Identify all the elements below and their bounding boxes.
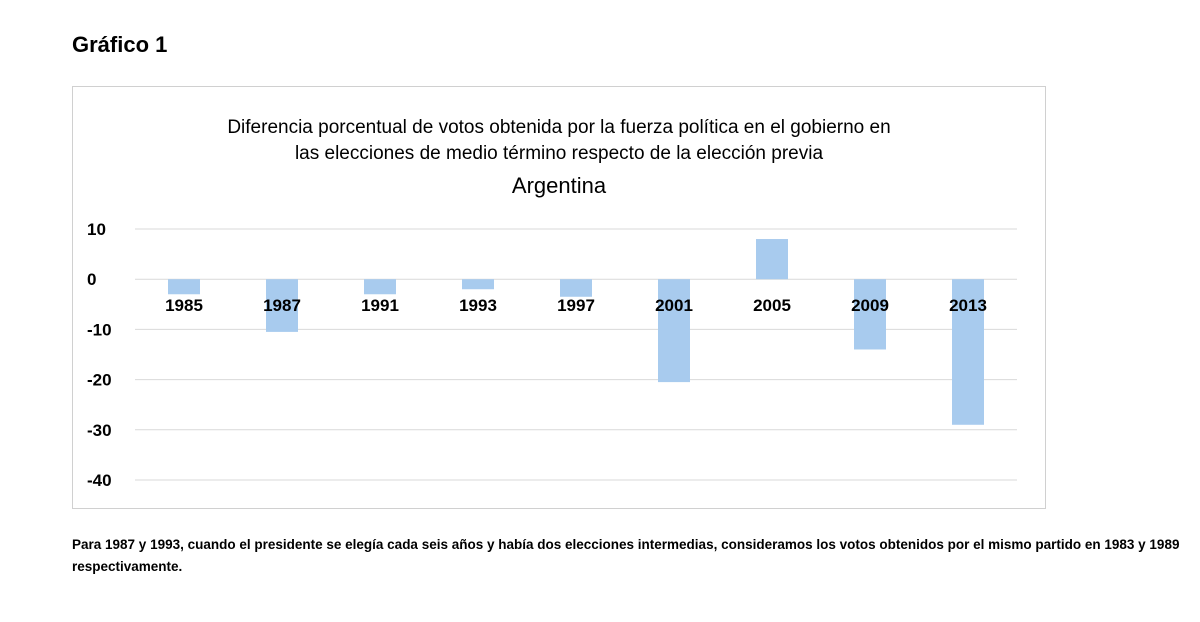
x-category-label: 1987 [263, 296, 301, 315]
bar-2013 [952, 279, 984, 425]
x-category-label: 1993 [459, 296, 497, 315]
gridlines [135, 228, 1017, 481]
y-tick-label: 10 [87, 220, 106, 239]
bar-2009 [854, 279, 886, 350]
bar-1987 [266, 279, 298, 332]
bar-2001 [658, 279, 690, 383]
chart-title-line-2: las elecciones de medio término respecto… [295, 143, 823, 164]
x-axis-categories: 1985 1987 1991 1993 1997 2001 2005 2009 2013 [165, 296, 987, 315]
x-category-label: 1985 [165, 296, 203, 315]
bar-2005 [756, 239, 788, 280]
x-category-label: 2001 [655, 296, 693, 315]
bar-chart: Diferencia porcentual de votos obtenida … [87, 117, 1017, 490]
y-tick-label: 0 [87, 270, 96, 289]
y-axis-ticks: 10 0 -10 -20 -30 -40 [87, 220, 112, 490]
x-category-label: 1991 [361, 296, 399, 315]
x-category-label: 2009 [851, 296, 889, 315]
y-tick-label: -30 [87, 421, 112, 440]
bar-1993 [462, 279, 494, 290]
bar-1997 [560, 279, 592, 297]
x-category-label: 1997 [557, 296, 595, 315]
figure-label: Gráfico 1 [72, 32, 168, 57]
chart-subtitle: Argentina [512, 173, 607, 198]
y-tick-label: -40 [87, 471, 112, 490]
chart-title-line-1: Diferencia porcentual de votos obtenida … [227, 117, 890, 138]
y-tick-label: -10 [87, 320, 112, 339]
footnote: Para 1987 y 1993, cuando el presidente s… [72, 537, 1180, 574]
bar-1991 [364, 279, 396, 295]
bar-1985 [168, 279, 200, 295]
x-category-label: 2013 [949, 296, 987, 315]
y-tick-label: -20 [87, 371, 112, 390]
bars [168, 239, 984, 425]
chart-frame: Diferencia porcentual de votos obtenida … [72, 86, 1046, 509]
x-category-label: 2005 [753, 296, 791, 315]
